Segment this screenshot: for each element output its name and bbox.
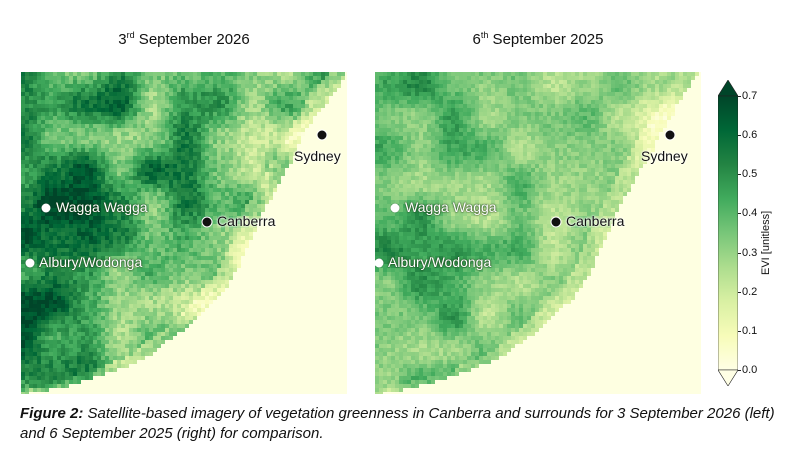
colorbar-label: EVI [unitless]	[760, 210, 772, 275]
evi-map-left: Sydney Wagga Wagga Canberra Albury/Wodon…	[21, 72, 347, 394]
albury-wodonga-label: Albury/Wodonga	[39, 254, 143, 270]
evi-map-right: Sydney Wagga Wagga Canberra Albury/Wodon…	[375, 72, 701, 394]
colorbar-gradient	[718, 95, 738, 371]
colorbar-tick-label: 0.1	[742, 324, 758, 337]
wagga-wagga-marker	[390, 203, 400, 213]
title-rest: September 2026	[134, 31, 250, 48]
caption-label: Figure 2:	[20, 405, 84, 422]
colorbar-tick-label: 0.3	[742, 246, 758, 259]
colorbar-tick-label: 0.4	[742, 207, 758, 220]
colorbar-tick-label: 0.7	[742, 90, 758, 102]
colorbar-tick-label: 0.2	[742, 285, 758, 298]
wagga-wagga-label: Wagga Wagga	[405, 199, 497, 215]
sydney-marker	[316, 129, 328, 141]
title-rest: September 2025	[488, 31, 604, 48]
sydney-label: Sydney	[641, 148, 688, 164]
colorbar-tick-mark	[738, 135, 741, 137]
canberra-marker	[201, 216, 213, 228]
albury-wodonga-label: Albury/Wodonga	[388, 254, 492, 270]
sydney-marker	[664, 129, 676, 141]
title-day: 3	[118, 31, 127, 48]
albury-wodonga-marker	[25, 258, 35, 268]
wagga-wagga-label: Wagga Wagga	[56, 199, 148, 215]
colorbar-tick-mark	[738, 213, 741, 215]
panel-title-right: 6th September 2025	[374, 30, 702, 48]
colorbar-tick-mark	[738, 291, 741, 293]
title-day: 6	[472, 31, 481, 48]
figure-caption: Figure 2: Satellite-based imagery of veg…	[20, 404, 790, 444]
colorbar-tick-label: 0.6	[742, 129, 758, 142]
title-suffix: th	[480, 30, 489, 40]
evi-colorbar	[718, 80, 738, 386]
canberra-label: Canberra	[217, 213, 276, 229]
canberra-label: Canberra	[566, 213, 625, 229]
albury-wodonga-marker	[375, 258, 384, 268]
colorbar-max-arrow	[718, 80, 738, 97]
colorbar-tick-label: 0.5	[742, 168, 758, 181]
title-suffix: rd	[126, 30, 135, 40]
caption-text: Satellite-based imagery of vegetation gr…	[20, 405, 775, 442]
colorbar-tick-mark	[738, 370, 741, 371]
canberra-marker	[550, 216, 562, 228]
sydney-label: Sydney	[294, 148, 341, 164]
colorbar-tick-mark	[738, 330, 741, 332]
colorbar-tick-label: 0.0	[742, 364, 758, 376]
colorbar-tick-mark	[738, 174, 741, 176]
panel-title-left: 3rd September 2026	[20, 30, 348, 48]
evi-raster-left	[21, 72, 347, 394]
colorbar-tick-mark	[738, 96, 741, 97]
colorbar-min-arrow	[718, 369, 738, 386]
wagga-wagga-marker	[41, 203, 51, 213]
evi-raster-right	[375, 72, 701, 394]
colorbar-tick-mark	[738, 252, 741, 254]
